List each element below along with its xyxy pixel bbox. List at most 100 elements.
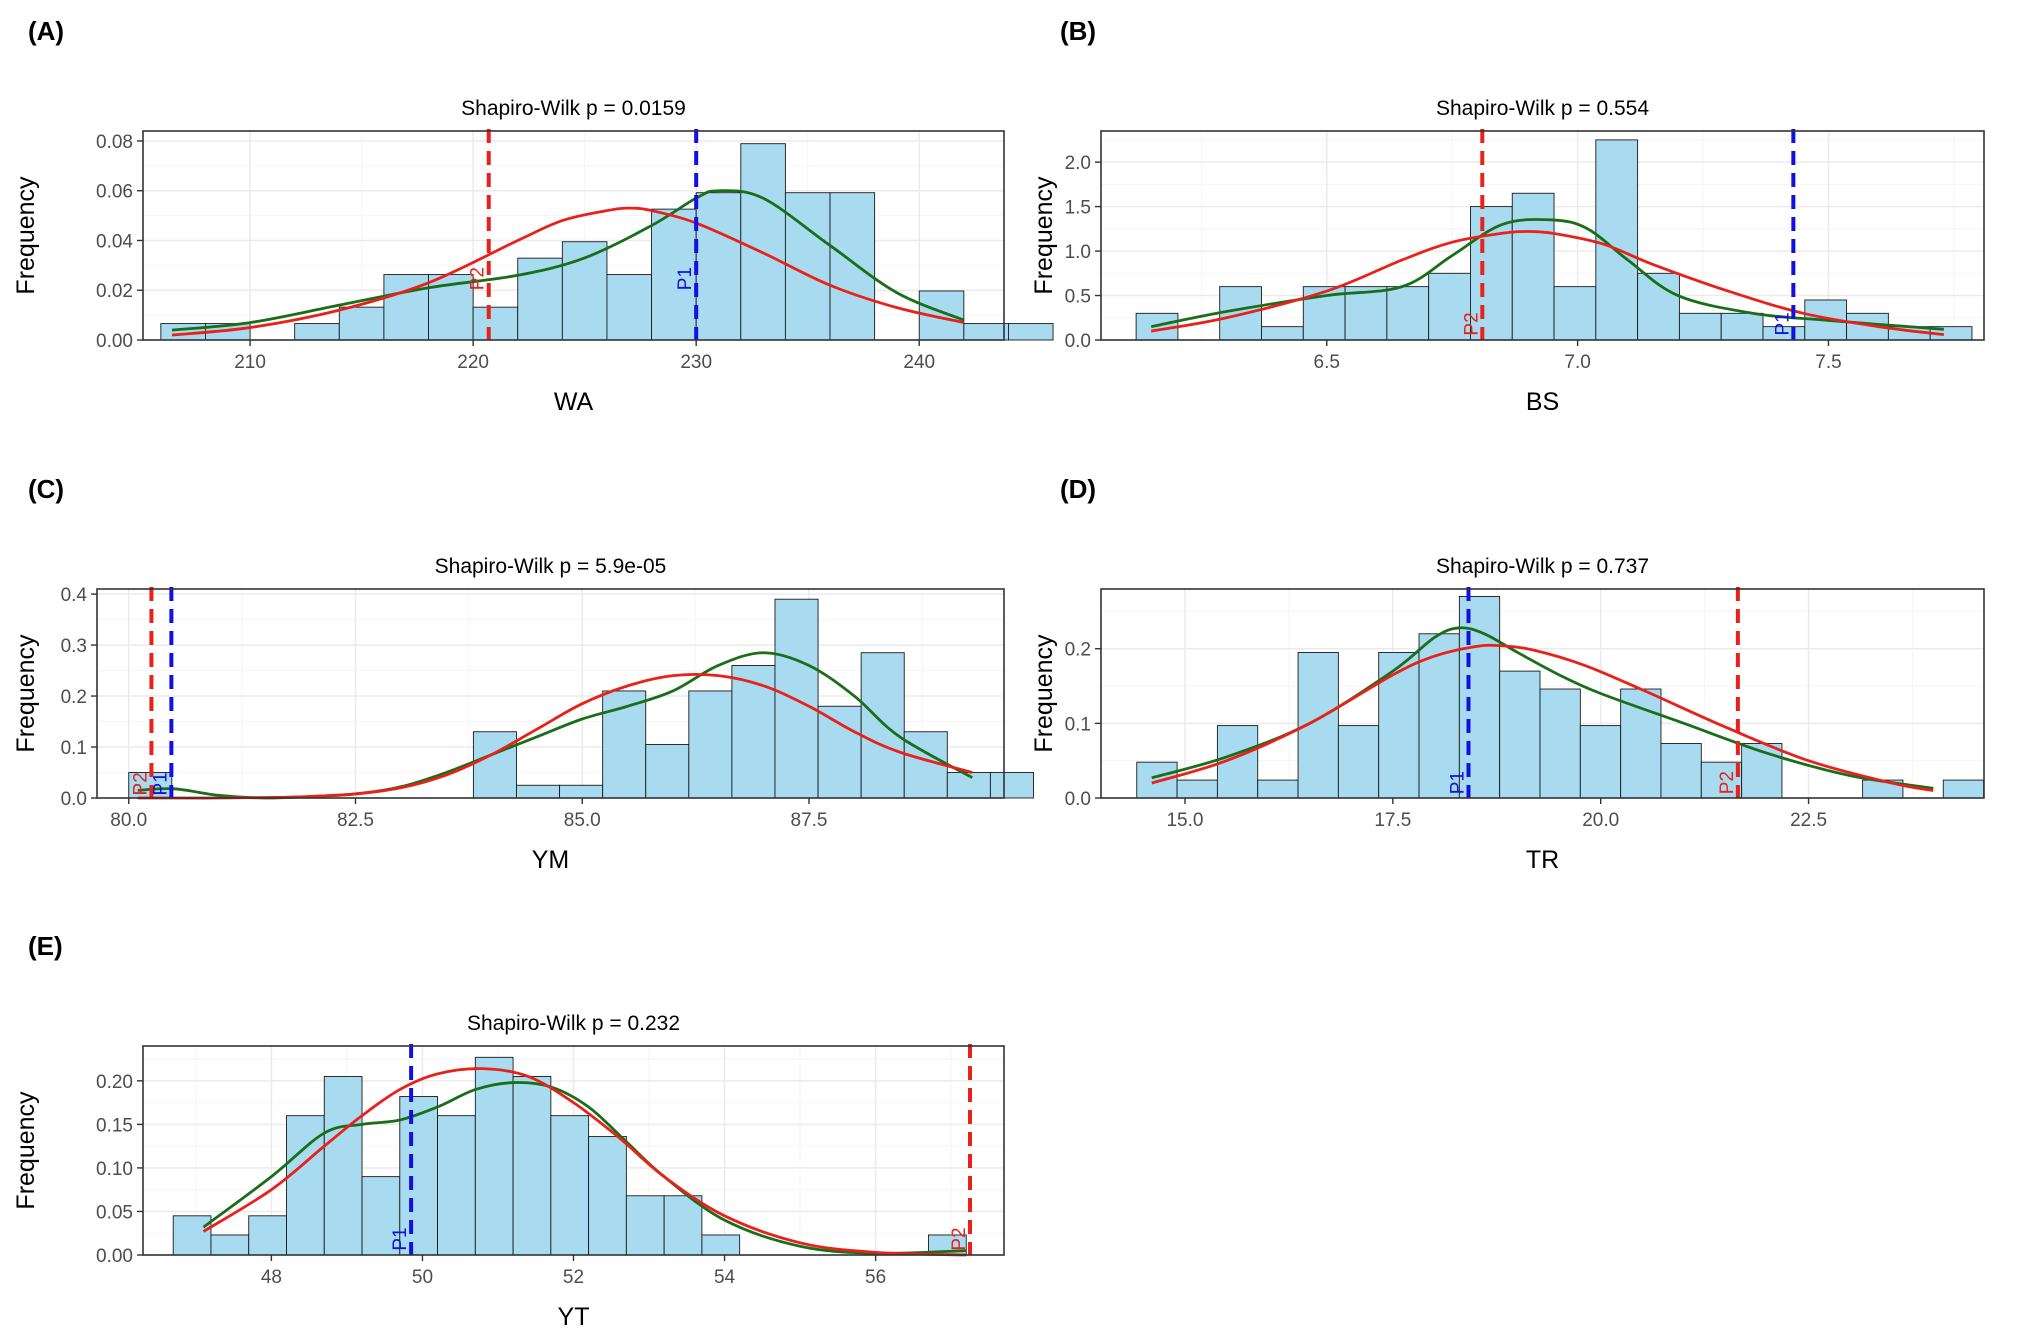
kernel-density-line xyxy=(1150,218,1944,331)
histogram-bar xyxy=(294,323,340,341)
y-tick-label: 0.00 xyxy=(96,1246,133,1267)
y-tick-label: 2.0 xyxy=(1065,153,1091,174)
reference-label-p2: P2 xyxy=(949,1227,970,1250)
normal-fit-line xyxy=(202,1067,967,1257)
histogram-bar xyxy=(1386,286,1430,341)
x-tick-label: 220 xyxy=(457,352,489,373)
panel-label: (A) xyxy=(28,16,64,46)
x-tick-label: 85.0 xyxy=(564,810,601,831)
x-axis-title: BS xyxy=(1526,388,1559,416)
kernel-density-line xyxy=(202,1081,967,1255)
y-tick-label: 0.08 xyxy=(96,132,133,153)
histogram-bar xyxy=(1539,688,1581,799)
histogram-bar xyxy=(602,690,647,799)
histogram-bar xyxy=(1261,326,1304,341)
histogram-bar xyxy=(248,1215,287,1256)
y-tick-label: 0.2 xyxy=(61,687,87,708)
chart-title: Shapiro-Wilk p = 5.9e-05 xyxy=(435,555,667,578)
y-axis-title: Frequency xyxy=(1030,176,1058,295)
y-tick-label: 0.06 xyxy=(96,182,133,203)
reference-label-p2: P2 xyxy=(130,772,151,795)
y-tick-label: 0.0 xyxy=(61,789,87,810)
x-tick-label: 230 xyxy=(680,352,712,373)
histogram-bar xyxy=(1942,779,1985,799)
histogram-bar xyxy=(663,1195,703,1256)
histogram-bar xyxy=(361,1176,401,1256)
reference-label-p1: P1 xyxy=(150,772,171,795)
chart-panel-1: P2 P1 210 220 230 240 0.00 0.02 0.04 0.06 0.08 (A) S… xyxy=(12,16,1054,416)
histogram-bar xyxy=(1337,725,1380,799)
y-tick-label: 0.02 xyxy=(96,281,133,302)
histogram-bar xyxy=(1428,272,1471,341)
y-tick-label: 0.1 xyxy=(61,738,87,759)
x-axis-title: YM xyxy=(532,846,570,874)
histogram-bar xyxy=(437,1115,476,1256)
normal-fit-line xyxy=(171,206,965,337)
histogram-bar xyxy=(829,192,876,341)
histogram-bar xyxy=(625,1195,665,1256)
kernel-density-line xyxy=(171,189,965,332)
y-tick-label: 0.3 xyxy=(61,636,87,657)
y-axis-title: Frequency xyxy=(1030,634,1058,753)
histogram-bar xyxy=(338,306,385,341)
y-tick-label: 0.10 xyxy=(96,1159,133,1180)
histogram-bar xyxy=(588,1136,627,1256)
y-axis-title: Frequency xyxy=(12,1091,40,1210)
histogram-bar xyxy=(1378,651,1420,799)
reference-label-p2: P2 xyxy=(1461,312,1482,335)
chart-title: Shapiro-Wilk p = 0.737 xyxy=(1436,555,1649,578)
chart-title: Shapiro-Wilk p = 0.554 xyxy=(1436,97,1649,120)
reference-label-p2: P2 xyxy=(468,267,489,290)
y-axis-title: Frequency xyxy=(12,634,40,753)
histogram-bar xyxy=(989,772,1034,799)
y-tick-label: 0.0 xyxy=(1065,789,1091,810)
histogram-bar xyxy=(1678,312,1722,341)
chart-title: Shapiro-Wilk p = 0.232 xyxy=(467,1012,680,1035)
reference-label-p1: P1 xyxy=(675,267,696,290)
histogram-bar xyxy=(516,784,561,799)
x-tick-label: 52 xyxy=(563,1267,584,1288)
histogram-bar xyxy=(731,665,776,799)
y-tick-label: 1.5 xyxy=(1065,198,1091,219)
histogram-bar xyxy=(740,143,786,341)
histogram-bar xyxy=(1620,688,1662,799)
y-tick-label: 0.15 xyxy=(96,1115,133,1136)
y-tick-label: 0.0 xyxy=(1065,331,1091,352)
normal-fit-line xyxy=(1151,643,1934,792)
histogram-bar xyxy=(172,1215,212,1256)
histogram-bar xyxy=(1344,286,1388,341)
reference-label-p1: P1 xyxy=(1772,312,1793,335)
x-tick-label: 48 xyxy=(261,1267,282,1288)
histogram-bar xyxy=(1579,725,1622,799)
plot-border xyxy=(96,588,1005,799)
histogram-bar xyxy=(1499,670,1541,799)
x-tick-label: 80.0 xyxy=(110,810,147,831)
x-tick-label: 240 xyxy=(903,352,935,373)
histogram-bar xyxy=(645,744,690,799)
histogram-bar xyxy=(1458,596,1501,799)
normal-fit-line xyxy=(1150,230,1945,337)
reference-label-p2: P2 xyxy=(1717,771,1738,794)
x-tick-label: 6.5 xyxy=(1314,352,1340,373)
reference-label-p1: P1 xyxy=(390,1227,411,1250)
histogram-bar xyxy=(1257,779,1299,799)
x-tick-label: 7.0 xyxy=(1564,352,1590,373)
histogram-bar xyxy=(1720,312,1764,341)
histogram-bar xyxy=(1511,192,1555,341)
histogram-bar xyxy=(963,323,1009,341)
x-tick-label: 82.5 xyxy=(337,810,374,831)
histogram-bar xyxy=(472,731,517,799)
y-tick-label: 0.20 xyxy=(96,1072,133,1093)
y-tick-label: 0.2 xyxy=(1065,640,1091,661)
y-tick-label: 0.00 xyxy=(96,331,133,352)
x-tick-label: 20.0 xyxy=(1582,810,1619,831)
y-axis-title: Frequency xyxy=(12,176,40,295)
chart-panel-2: P2 P1 6.5 7.0 7.5 0.0 0.5 1.0 1.5 2.0 (B) Shapiro-W… xyxy=(1030,16,1985,416)
y-tick-label: 1.0 xyxy=(1065,242,1091,263)
histogram-bar xyxy=(1176,779,1218,799)
x-tick-label: 22.5 xyxy=(1790,810,1827,831)
x-tick-label: 17.5 xyxy=(1374,810,1411,831)
histogram-bar xyxy=(210,1234,250,1256)
